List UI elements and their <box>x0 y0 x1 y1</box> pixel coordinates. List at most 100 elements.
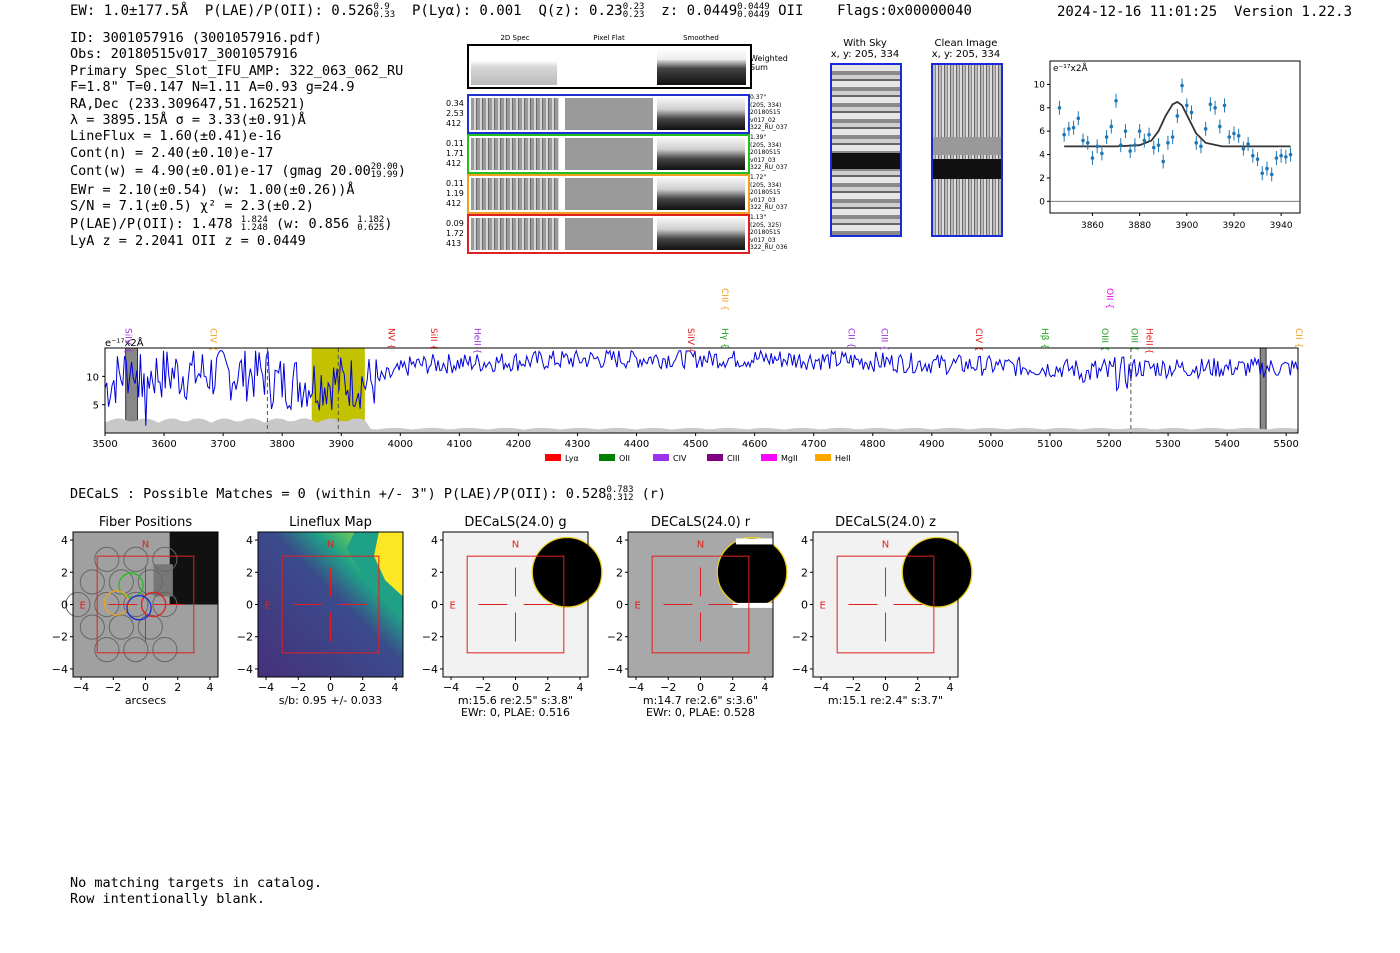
header-z-lo: 0.0449 <box>737 10 770 20</box>
fiber-circle <box>152 637 178 663</box>
zoom-xtick-label: 3880 <box>1128 221 1151 231</box>
aperture-ellipse <box>531 536 603 608</box>
zoom-data-point <box>1246 142 1250 146</box>
lineflux-peak <box>374 532 403 597</box>
north-label: N <box>512 539 519 550</box>
line-label-text: SiII { <box>428 328 438 350</box>
cutout-row-stat: 1.72 <box>446 229 464 238</box>
panel-ytick-label: −4 <box>52 663 68 676</box>
cutout-row-meta-line: 1.39" <box>750 134 767 141</box>
panel-ytick-label: 0 <box>801 599 808 612</box>
cutout-row-meta-line: v017_03 <box>750 236 776 244</box>
full-xtick-label: 3900 <box>329 439 354 450</box>
panel-xtick-label: 0 <box>882 681 889 694</box>
fiber-circle <box>123 546 149 572</box>
zoom-data-point <box>1189 110 1194 115</box>
panel-ytick-label: 4 <box>431 534 438 547</box>
full-xtick-label: 5100 <box>1037 439 1062 450</box>
zoom-data-point <box>1184 103 1189 108</box>
cutout-row-meta-line: 322_RU_037 <box>750 204 788 211</box>
panel-title: Fiber Positions <box>99 515 192 530</box>
line-label-text: HeII { <box>1144 328 1154 354</box>
cutout-2dspec <box>471 178 559 210</box>
clean-sub: x, y: 205, 334 <box>931 49 1001 60</box>
cutout-row-stat: 2.53 <box>446 109 464 118</box>
zoom-data-point <box>1123 129 1128 133</box>
info-contn: Cont(n) = 2.40(±0.10)e-17 <box>70 144 274 161</box>
legend-swatch <box>815 454 831 461</box>
zoom-data-point <box>1279 153 1283 158</box>
cutout-row-stat: 412 <box>446 119 462 128</box>
zoom-data-point <box>1151 145 1156 150</box>
line-label: SiII { <box>428 328 438 350</box>
zoom-data-point <box>1128 149 1132 153</box>
cutout-row-meta-line: 20180515 <box>750 189 781 196</box>
panel-ytick-label: 4 <box>801 534 808 547</box>
line-label-text: CII { <box>1293 328 1303 348</box>
header-ew: EW: 1.0±177.5Å <box>70 3 189 19</box>
north-label: N <box>697 539 704 550</box>
info-lya: LyA z = 2.2041 OII z = 0.0449 <box>70 232 306 249</box>
saturation-stripe <box>735 538 773 545</box>
line-label-text: Hγ { <box>719 328 729 349</box>
zoom-ytick-label: 2 <box>1039 174 1045 184</box>
full-axes-frame <box>104 347 1299 434</box>
east-label: E <box>80 601 86 612</box>
panel-xtick-label: −2 <box>290 681 306 694</box>
panel-xtick-label: 0 <box>697 681 704 694</box>
info-plae-lo: 1.248 <box>240 223 268 234</box>
info-id: ID: 3001057916 (3001057916.pdf) <box>70 30 322 46</box>
panel-xtick-label: 4 <box>576 681 583 694</box>
north-label: N <box>882 539 889 550</box>
line-label: SiIV { <box>123 328 133 354</box>
decals-end: (r) <box>641 486 667 502</box>
clean-image <box>931 63 1003 237</box>
cutout-row-stat: 0.11 <box>446 179 464 188</box>
line-label-text: OII { <box>1104 288 1114 309</box>
panel-xtick-label: 2 <box>914 681 921 694</box>
zoom-xtick-label: 3940 <box>1270 221 1293 231</box>
panel-ytick-label: 2 <box>246 566 253 579</box>
weighted-2dspec <box>471 48 557 85</box>
full-xtick-label: 4200 <box>506 439 531 450</box>
east-label: E <box>635 601 641 612</box>
panel-xtick-label: 2 <box>544 681 551 694</box>
cutout-smoothed <box>657 138 745 170</box>
panel-ytick-label: −2 <box>422 631 438 644</box>
legend-label: MgII <box>781 454 798 463</box>
zoom-data-point <box>1180 83 1184 88</box>
line-label-text: OIII { <box>1128 328 1138 352</box>
legend-label: Lyα <box>565 454 579 463</box>
fiber-circle <box>137 569 163 595</box>
cutout-row-stat: 413 <box>446 239 462 248</box>
info-ewr: EWr = 2.10(±0.54) (w: 1.00(±0.26))Å <box>70 181 355 198</box>
panel-title: DECaLS(24.0) r <box>651 515 751 530</box>
east-label: E <box>820 601 826 612</box>
bright-star <box>717 537 787 608</box>
spectrum-line <box>104 349 1298 426</box>
panel-xtick-label: 4 <box>761 681 768 694</box>
zoom-data-point <box>1265 166 1269 171</box>
cutout-row-meta-line: v017_03 <box>750 196 776 204</box>
zoom-data-point <box>1076 116 1081 121</box>
full-xtick-label: 4700 <box>801 439 826 450</box>
panel-xtick-label: 0 <box>512 681 519 694</box>
zoom-data-point <box>1255 157 1260 162</box>
full-xtick-label: 3500 <box>92 439 117 450</box>
panel-ytick-label: 2 <box>61 566 68 579</box>
fiber-circle <box>108 569 134 595</box>
panel-ytick-label: −4 <box>607 663 623 676</box>
full-unit-label: e⁻¹⁷x2Å <box>105 336 144 349</box>
header-z-line: OII <box>778 3 804 19</box>
info-fiber: F=1.8" T=0.147 N=1.11 A=0.93 g=24.9 <box>70 79 355 96</box>
zoom-data-point <box>1274 156 1279 160</box>
line-label: CIV { <box>208 328 218 352</box>
fiber-circle <box>152 546 178 572</box>
line-label: CII { <box>845 328 855 348</box>
panel-ytick-label: 2 <box>616 566 623 579</box>
zoom-data-point <box>1142 138 1147 143</box>
panel-ytick-label: −4 <box>237 663 253 676</box>
with-sky-image <box>830 63 902 237</box>
fiber-circle <box>137 614 163 640</box>
